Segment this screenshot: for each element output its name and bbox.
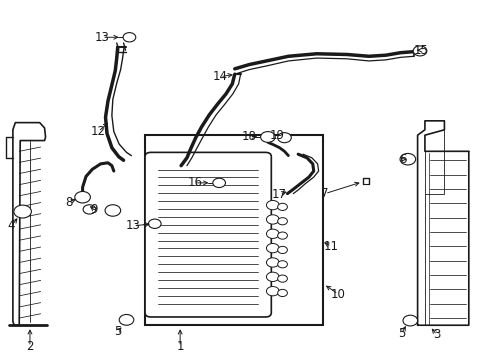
Text: 13: 13 <box>95 31 109 44</box>
Circle shape <box>277 203 287 211</box>
Circle shape <box>123 33 136 42</box>
Circle shape <box>266 258 279 267</box>
Circle shape <box>260 132 275 142</box>
Text: 14: 14 <box>212 70 227 83</box>
Text: 11: 11 <box>323 240 338 253</box>
FancyBboxPatch shape <box>145 152 271 317</box>
Text: 12: 12 <box>91 125 105 138</box>
Circle shape <box>277 246 287 253</box>
Circle shape <box>277 261 287 268</box>
Circle shape <box>399 153 415 165</box>
Circle shape <box>266 272 279 282</box>
Circle shape <box>14 205 31 218</box>
Circle shape <box>277 289 287 297</box>
Circle shape <box>402 315 417 326</box>
Circle shape <box>266 229 279 238</box>
Text: 19: 19 <box>269 129 285 143</box>
Circle shape <box>148 219 161 228</box>
Circle shape <box>277 275 287 282</box>
Text: 2: 2 <box>26 340 34 353</box>
Text: 7: 7 <box>321 187 328 200</box>
Circle shape <box>266 201 279 210</box>
Circle shape <box>266 243 279 253</box>
Text: 13: 13 <box>125 219 141 233</box>
Text: 3: 3 <box>432 328 440 341</box>
Circle shape <box>212 178 225 188</box>
Circle shape <box>266 215 279 224</box>
Circle shape <box>83 205 96 214</box>
Text: 18: 18 <box>242 130 256 143</box>
Text: 17: 17 <box>271 188 286 201</box>
Circle shape <box>266 287 279 296</box>
Text: 8: 8 <box>65 196 73 209</box>
Text: 9: 9 <box>90 203 98 216</box>
Text: 5: 5 <box>114 325 121 338</box>
Text: 16: 16 <box>187 176 202 189</box>
Text: 6: 6 <box>398 153 406 166</box>
Text: 10: 10 <box>330 288 345 301</box>
Circle shape <box>277 133 291 143</box>
Bar <box>144 135 322 325</box>
Text: 5: 5 <box>397 327 405 340</box>
Circle shape <box>105 205 121 216</box>
Circle shape <box>119 315 134 325</box>
Text: 1: 1 <box>176 340 183 353</box>
Text: 15: 15 <box>413 44 427 57</box>
Circle shape <box>75 192 90 203</box>
Circle shape <box>277 218 287 225</box>
Circle shape <box>277 232 287 239</box>
Circle shape <box>412 46 426 56</box>
Text: 4: 4 <box>8 219 15 233</box>
